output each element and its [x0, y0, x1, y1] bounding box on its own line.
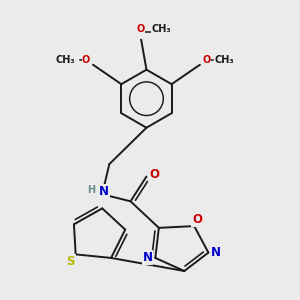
Text: CH₃: CH₃	[152, 24, 171, 34]
Text: N: N	[142, 251, 152, 264]
Text: S: S	[66, 255, 75, 268]
Text: CH₃: CH₃	[215, 56, 234, 65]
Text: O: O	[149, 168, 159, 181]
Text: CH₃: CH₃	[56, 56, 75, 65]
Text: O: O	[82, 56, 90, 65]
Text: O: O	[137, 24, 145, 34]
Text: O: O	[192, 213, 202, 226]
Text: N: N	[211, 246, 221, 259]
Text: H: H	[88, 185, 96, 195]
Text: O: O	[203, 56, 211, 65]
Text: N: N	[99, 185, 109, 198]
